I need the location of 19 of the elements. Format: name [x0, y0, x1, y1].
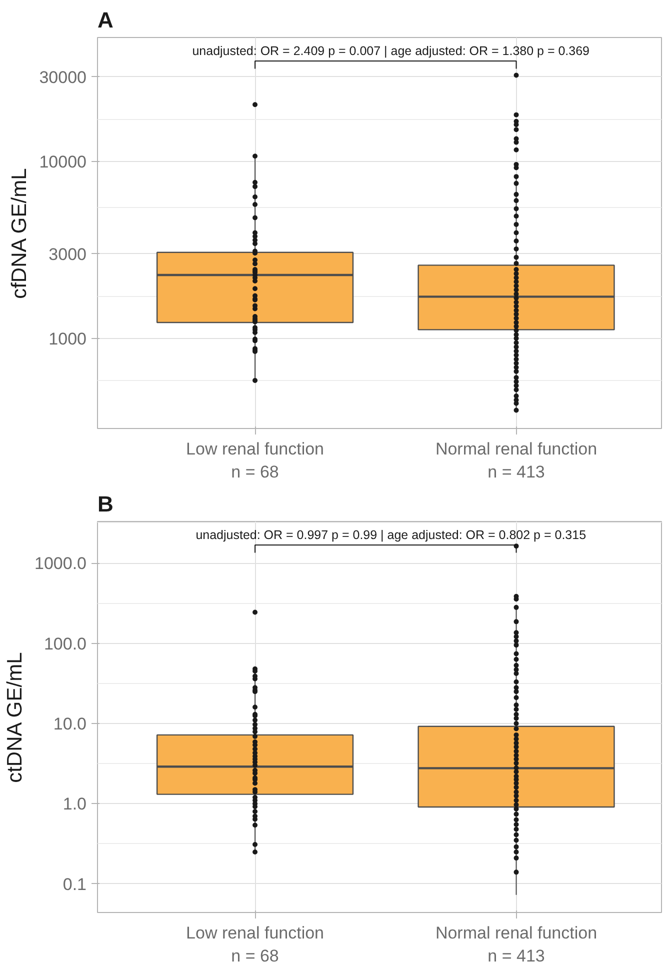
- y-tick-label: 1000.0: [34, 554, 87, 574]
- x-tick-label: Low renal function n = 68: [186, 924, 324, 966]
- y-axis-title: ctDNA GE/mL: [4, 652, 27, 783]
- y-tick-label: 30000: [39, 68, 87, 87]
- x-tick-label: Normal renal function n = 413: [435, 924, 598, 966]
- y-tick-label: 1000: [48, 329, 87, 348]
- x-tick-label: Normal renal function n = 413: [435, 440, 598, 482]
- y-tick-label: 100.0: [44, 634, 87, 654]
- y-tick-label: 10.0: [53, 714, 87, 734]
- x-tick-label: Low renal function n = 68: [186, 440, 324, 482]
- annotation: unadjusted: OR = 2.409 p = 0.007 | age adjusted: OR = 1.380 p = 0.369: [192, 44, 590, 58]
- y-tick-label: 10000: [39, 152, 87, 172]
- y-tick-label: 1.0: [62, 794, 87, 814]
- y-tick-label: 3000: [48, 244, 87, 264]
- chart-title: B: [98, 492, 114, 516]
- chart-title: A: [98, 8, 114, 32]
- annotation: unadjusted: OR = 0.997 p = 0.99 | age adjusted: OR = 0.802 p = 0.315: [196, 528, 586, 542]
- y-tick-label: 0.1: [62, 874, 87, 894]
- y-axis-title: cfDNA GE/mL: [8, 168, 32, 299]
